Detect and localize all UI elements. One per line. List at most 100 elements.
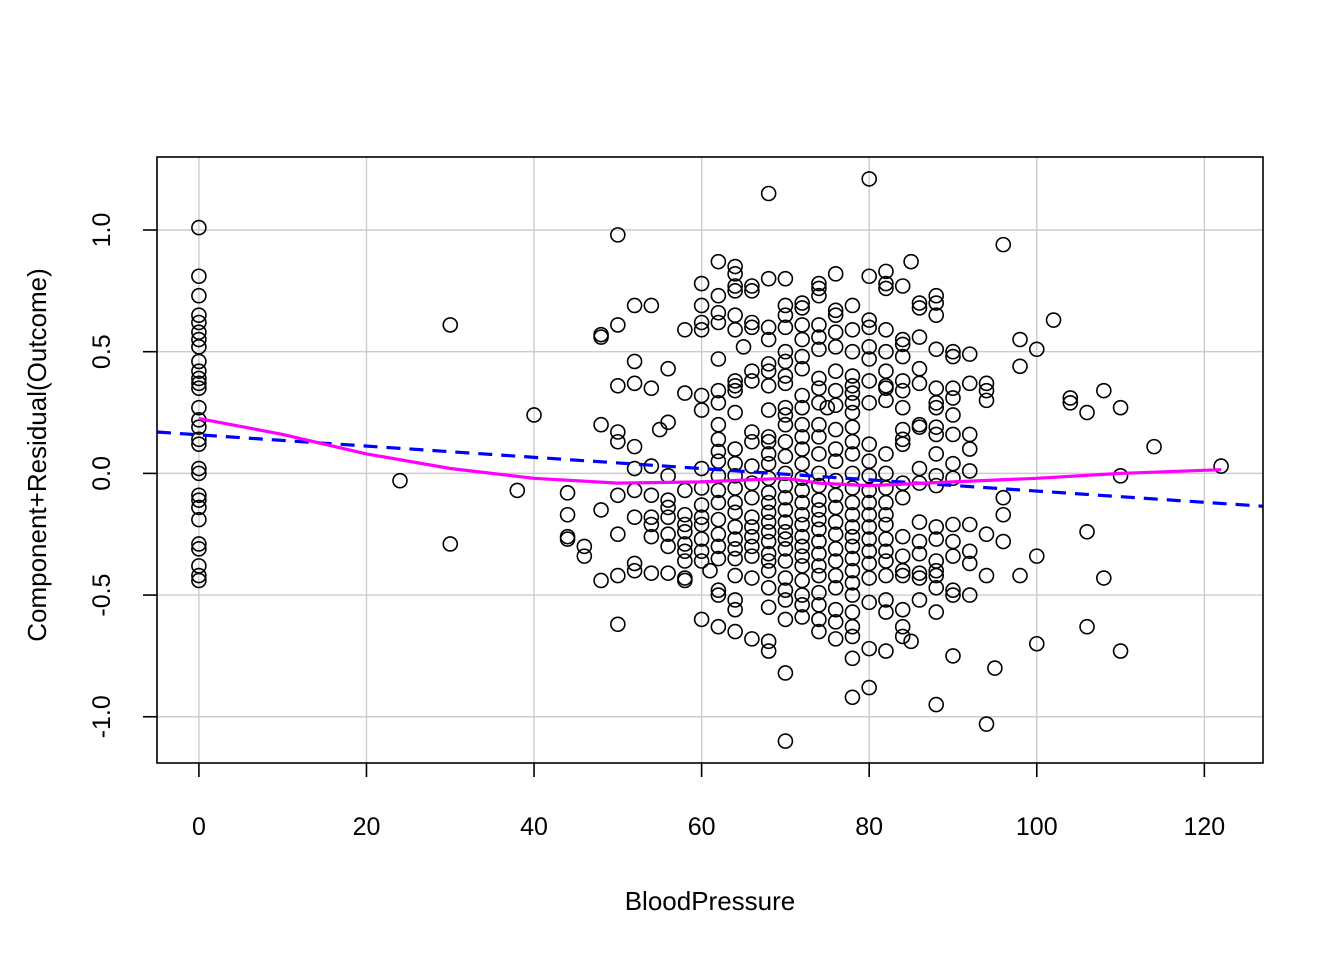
data-point — [710, 351, 727, 367]
data-point — [660, 414, 676, 431]
data-point — [827, 601, 844, 618]
data-point — [894, 382, 911, 399]
data-point — [693, 553, 710, 569]
data-point — [928, 295, 945, 311]
data-point — [928, 419, 945, 435]
data-point — [928, 341, 945, 358]
data-point — [559, 506, 576, 523]
data-point — [794, 482, 810, 499]
data-point — [911, 419, 928, 435]
data-point — [827, 441, 844, 457]
data-point — [693, 509, 710, 525]
data-point — [610, 487, 626, 504]
data-point — [811, 370, 827, 387]
data-point — [727, 592, 743, 608]
data-point — [945, 470, 961, 487]
data-point — [744, 570, 760, 586]
data-point — [844, 321, 861, 338]
data-point — [794, 348, 810, 365]
data-point — [677, 506, 693, 523]
data-point — [710, 416, 727, 433]
data-point — [509, 482, 526, 499]
data-point — [626, 482, 643, 499]
data-point — [660, 492, 676, 508]
y-tick-label: -0.5 — [88, 574, 116, 617]
data-point — [643, 509, 660, 525]
data-point — [744, 319, 760, 336]
data-point — [861, 436, 877, 452]
data-point — [827, 397, 844, 414]
data-point — [727, 494, 743, 511]
data-point — [777, 448, 794, 465]
data-point — [928, 519, 945, 535]
data-point — [911, 375, 928, 392]
data-point — [777, 514, 794, 530]
data-point — [928, 380, 945, 397]
data-point — [191, 460, 207, 477]
data-point — [961, 555, 978, 572]
data-point — [827, 541, 844, 557]
data-point — [777, 665, 794, 681]
data-point — [610, 377, 626, 394]
data-point — [191, 511, 207, 528]
data-point — [191, 541, 207, 557]
data-point — [844, 562, 861, 579]
data-point — [878, 506, 894, 523]
data-point — [827, 631, 844, 647]
data-point — [827, 579, 844, 596]
data-point — [1079, 523, 1095, 540]
data-point — [844, 587, 861, 603]
data-point — [878, 263, 894, 280]
data-point — [744, 538, 760, 555]
data-point — [576, 548, 593, 564]
data-point — [693, 543, 710, 560]
data-point — [777, 319, 794, 336]
y-axis-title: Component+Residual(Outcome) — [22, 268, 52, 642]
data-point — [811, 280, 827, 297]
data-point — [610, 526, 626, 543]
data-point — [777, 270, 794, 287]
data-point — [861, 339, 877, 355]
data-point — [727, 382, 743, 399]
data-point — [861, 543, 877, 560]
data-point — [878, 392, 894, 409]
data-point — [961, 587, 978, 603]
data-point — [651, 421, 668, 438]
data-point — [878, 643, 894, 659]
data-point — [610, 317, 626, 333]
data-point — [827, 421, 844, 438]
data-point — [878, 531, 894, 547]
data-point — [911, 592, 928, 608]
data-point — [811, 502, 827, 518]
data-point — [827, 567, 844, 584]
data-point — [844, 550, 861, 567]
data-point — [911, 329, 928, 345]
data-point — [710, 526, 727, 543]
data-point — [827, 339, 844, 355]
data-point — [1146, 438, 1162, 455]
data-point — [710, 618, 727, 635]
data-point — [1213, 458, 1229, 474]
grid-lines — [157, 157, 1263, 763]
data-point — [626, 375, 643, 392]
data-point — [1045, 312, 1062, 328]
data-point — [191, 572, 207, 589]
data-point — [760, 356, 777, 372]
data-point — [844, 494, 861, 511]
data-point — [643, 516, 660, 533]
data-point — [811, 341, 827, 358]
data-point — [827, 514, 844, 530]
data-point — [844, 689, 861, 706]
data-point — [727, 531, 743, 547]
data-point — [610, 433, 626, 450]
data-point — [844, 377, 861, 394]
data-point — [191, 399, 207, 416]
data-point — [777, 531, 794, 547]
data-point — [894, 528, 911, 545]
data-point — [626, 438, 643, 455]
data-point — [710, 314, 727, 331]
data-point — [191, 314, 207, 331]
data-point — [811, 545, 827, 562]
data-point — [760, 599, 777, 616]
data-point — [760, 523, 777, 540]
